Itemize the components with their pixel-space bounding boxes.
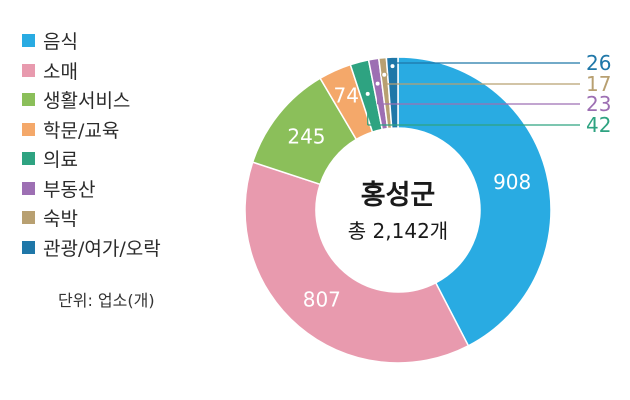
slice-value-label: 245 [287,124,325,148]
chart-total: 총 2,142개 [348,219,448,243]
slice-value-label: 807 [303,287,341,311]
leader-dot [364,90,371,98]
legend-label: 숙박 [43,208,78,231]
donut-slice [397,56,552,347]
legend-swatch [22,181,35,195]
legend-label: 소매 [43,60,78,83]
chart-title: 홍성군 [361,180,436,211]
legend-item: 부동산 [22,174,161,204]
legend-swatch [22,152,35,166]
legend-item: 음식 [22,26,161,56]
legend-swatch [22,63,35,77]
legend-swatch [22,240,35,254]
leader-dot [381,71,388,78]
callout-value-label: 17 [586,72,611,96]
callout-value-label: 23 [586,92,611,116]
leader-dot [374,80,381,87]
legend-item: 의료 [22,144,161,174]
unit-note: 단위: 업소(개) [58,291,155,310]
legend-label: 부동산 [43,178,96,201]
legend-item: 관광/여가/오락 [22,233,161,263]
legend-item: 숙박 [22,203,161,233]
slice-value-label: 908 [493,170,531,194]
slice-value-label: 74 [333,84,358,108]
donut-slice [385,56,399,130]
leader-dot [389,62,396,70]
legend-item: 생활서비스 [22,85,161,115]
legend-label: 관광/여가/오락 [43,237,161,260]
callout-value-label: 26 [586,51,611,75]
legend-swatch [22,93,35,107]
legend-label: 음식 [43,31,78,54]
legend-item: 학문/교육 [22,115,161,145]
legend-label: 생활서비스 [43,90,131,113]
legend-label: 학문/교육 [43,119,120,142]
legend-label: 의료 [43,149,78,172]
callout-value-label: 42 [586,113,611,137]
donut-slice [244,161,470,364]
legend-item: 소매 [22,56,161,86]
legend-swatch [22,211,35,225]
legend-swatch [22,34,35,48]
legend-swatch [22,122,35,136]
